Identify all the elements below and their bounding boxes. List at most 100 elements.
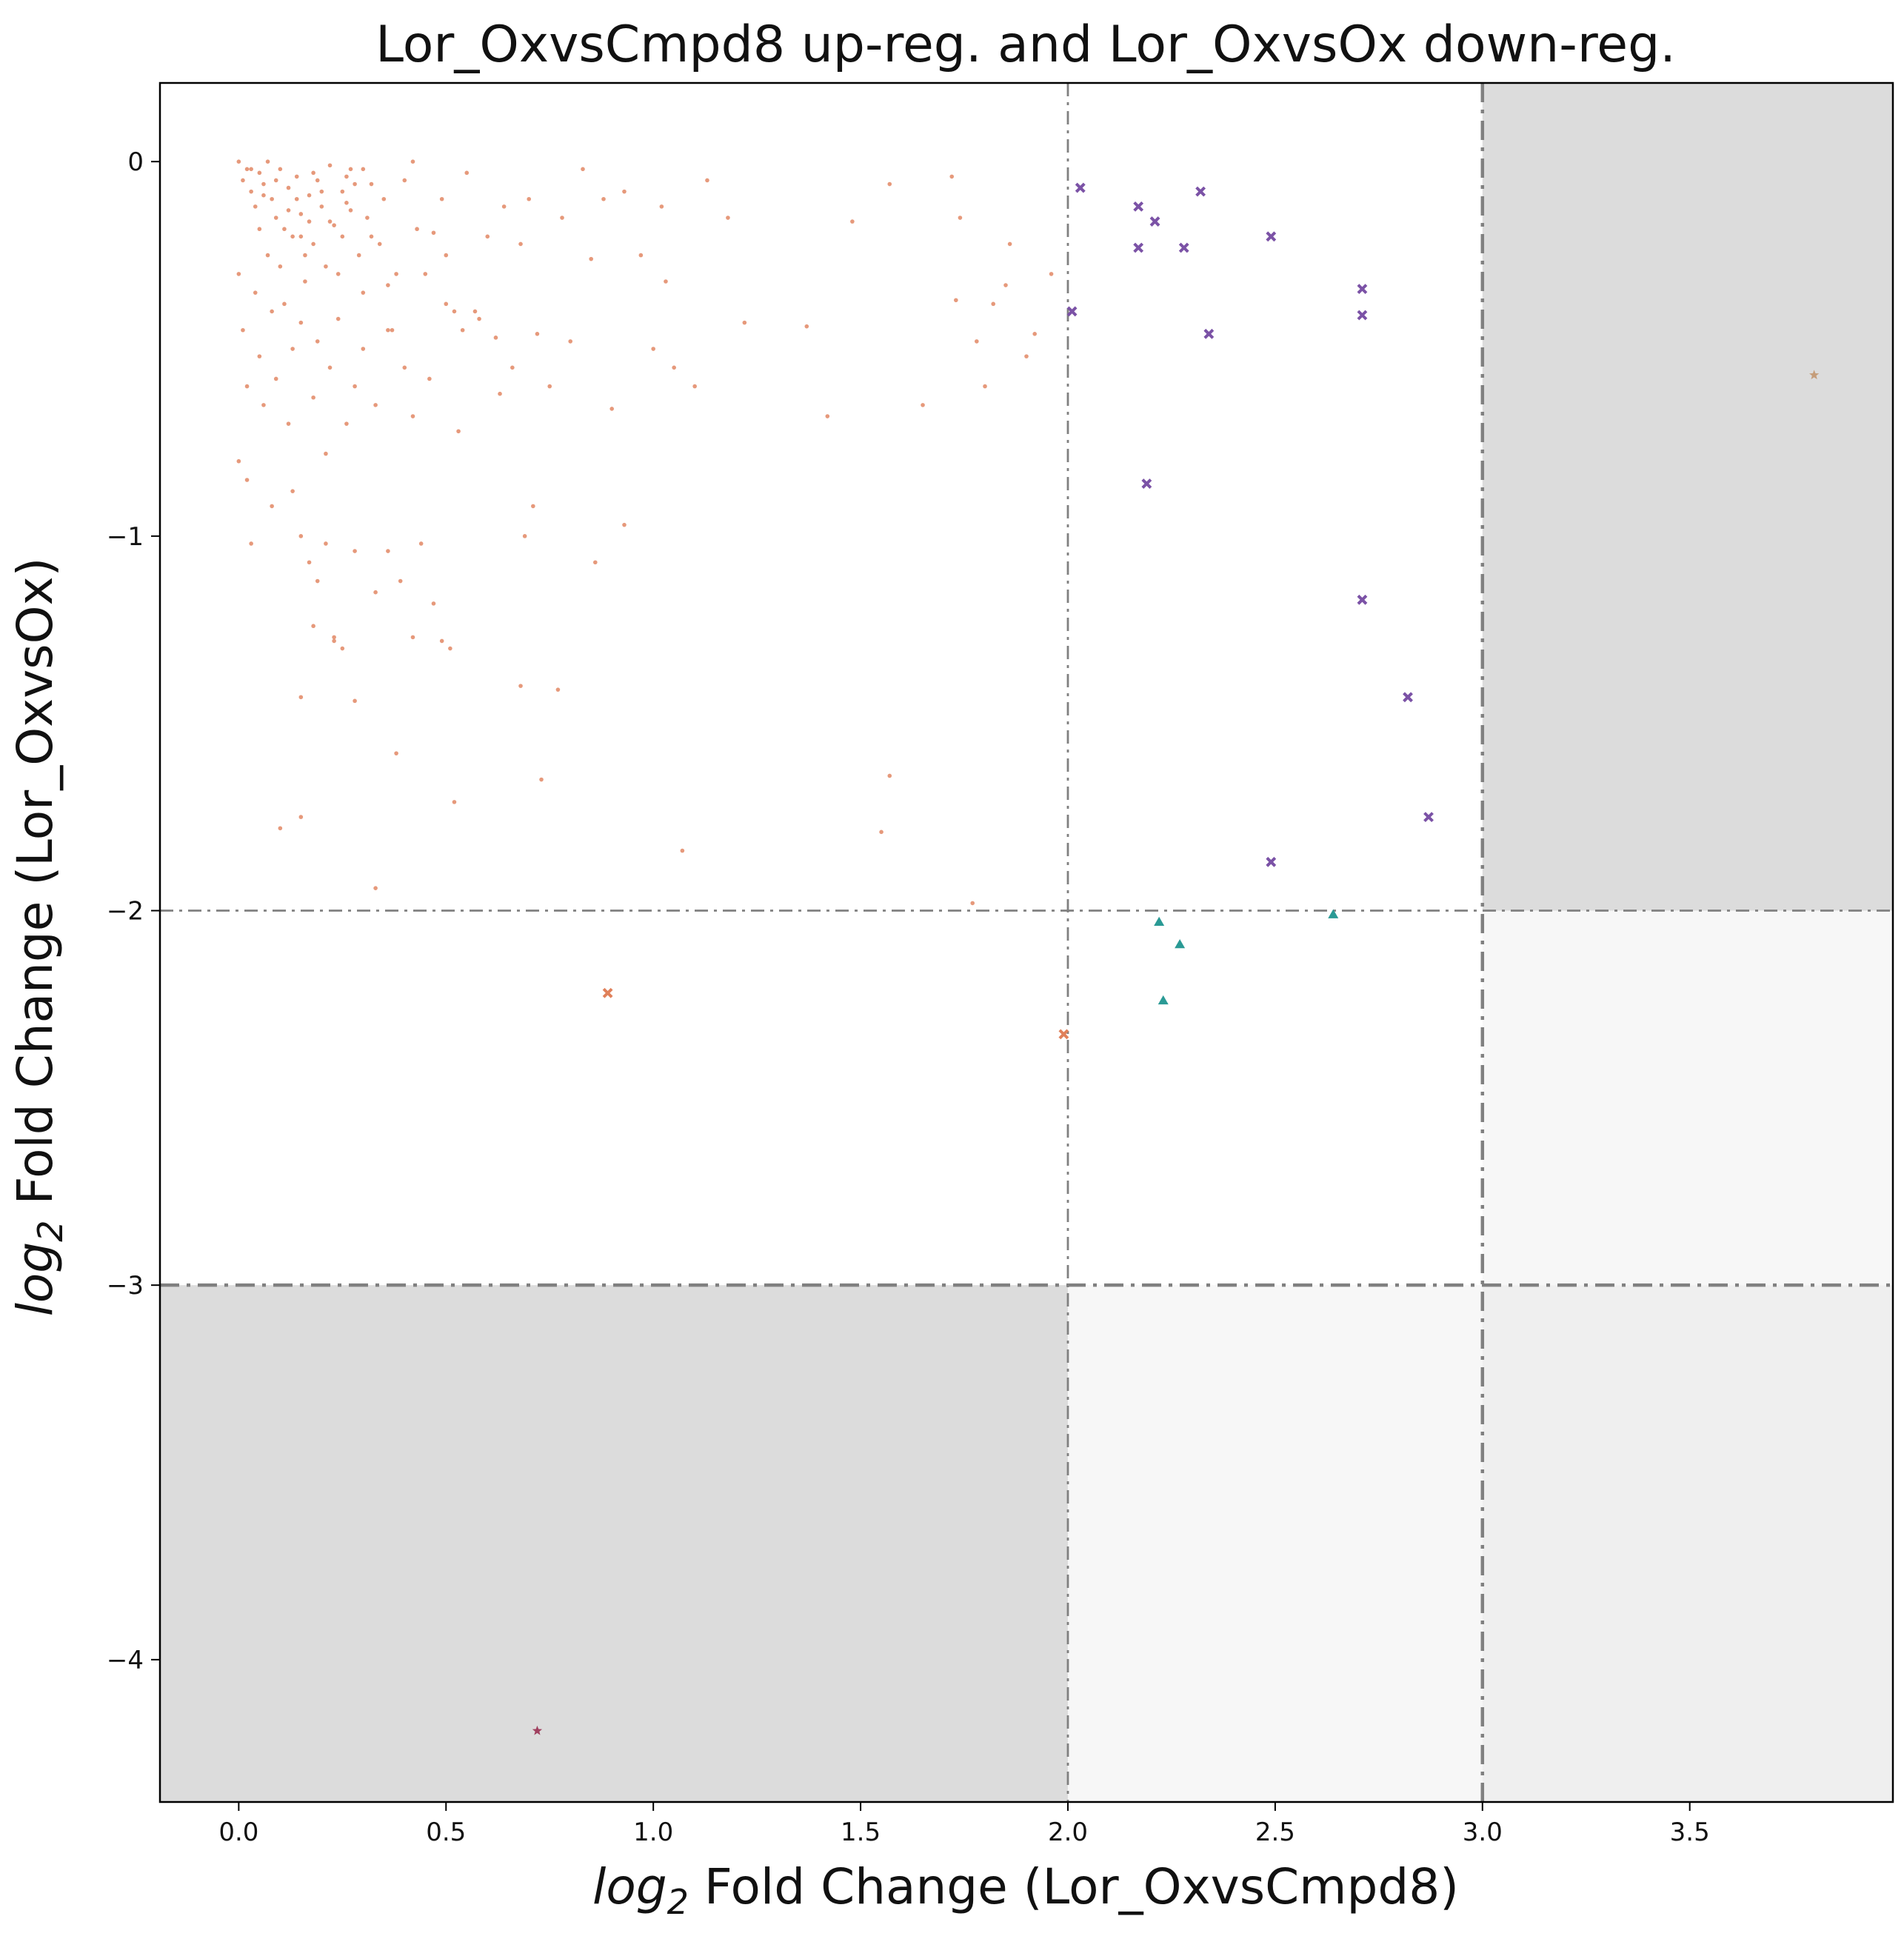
data-point-triangle	[1175, 939, 1186, 949]
data-point-x	[1075, 182, 1086, 193]
data-point-dot	[249, 167, 253, 172]
data-point-dot	[294, 196, 299, 201]
data-point-dot	[485, 234, 490, 239]
data-point-dot	[705, 178, 709, 183]
data-point-dot	[672, 365, 676, 370]
data-point-dot	[975, 339, 979, 344]
data-point-dot	[958, 216, 963, 220]
data-point-dot	[472, 309, 478, 314]
data-point-star	[532, 1725, 543, 1735]
data-point-dot	[290, 489, 295, 493]
data-point-dot	[319, 204, 324, 209]
data-point-dot	[1024, 354, 1029, 358]
x-tick-label: 0.5	[426, 1818, 466, 1847]
data-point-dot	[311, 241, 315, 247]
data-point-dot	[1049, 272, 1054, 276]
data-point-dot	[278, 264, 283, 269]
data-point-x	[1149, 216, 1160, 227]
data-point-dot	[1003, 283, 1008, 287]
shaded-region	[1482, 83, 1893, 911]
data-point-dot	[970, 901, 975, 906]
data-point-dot	[622, 522, 627, 527]
data-point-x	[1141, 478, 1152, 489]
data-point-dot	[386, 327, 390, 333]
y-tick-label: 0	[127, 147, 144, 177]
data-point-dot	[298, 212, 304, 216]
data-point-dot	[804, 324, 809, 329]
data-point-dot	[398, 578, 403, 584]
data-point-dot	[236, 272, 241, 276]
data-point-dot	[394, 751, 398, 755]
data-point-dot	[518, 241, 523, 247]
y-tick-label: −2	[107, 897, 144, 927]
data-point-dot	[726, 216, 730, 220]
data-point-x	[1133, 201, 1144, 212]
data-point-x	[1203, 328, 1215, 339]
threshold-lines	[160, 83, 1893, 1802]
data-point-dot	[282, 301, 287, 307]
data-point-dot	[340, 234, 345, 239]
data-point-dot	[381, 196, 387, 201]
data-point-dot	[332, 635, 336, 640]
data-point-dot	[324, 451, 328, 456]
data-point-dot	[921, 403, 925, 407]
data-point-dot	[498, 391, 502, 396]
data-point-dot	[261, 403, 266, 407]
data-point-dot	[361, 347, 366, 351]
data-point-dot	[244, 167, 250, 172]
x-tick-label: 0.0	[218, 1818, 258, 1847]
data-points	[236, 159, 1820, 1735]
data-point-dot	[423, 272, 428, 276]
data-point-dot	[253, 290, 258, 295]
data-point-dot	[622, 189, 627, 194]
data-point-dot	[609, 407, 614, 411]
data-point-dot	[555, 687, 561, 692]
data-point-dot	[373, 403, 378, 407]
x-axis-label: log2 Fold Change (Lor_OxvsCmpd8)	[592, 1858, 1459, 1922]
data-point-dot	[568, 339, 573, 344]
data-point-dot	[431, 601, 436, 606]
data-point-dot	[638, 253, 644, 258]
data-point-dot	[270, 309, 274, 314]
data-point-dot	[307, 560, 312, 565]
data-point-dot	[257, 354, 262, 358]
data-point-x	[1066, 306, 1078, 317]
data-point-dot	[592, 560, 598, 565]
data-point-x	[1266, 231, 1277, 242]
data-point-dot	[257, 170, 262, 176]
x-tick-label: 2.0	[1048, 1818, 1088, 1847]
x-axis-ticks: 0.0 0.5 1.0 1.5 2.0 2.5 3.0 3.5	[218, 1802, 1710, 1847]
data-point-dot	[353, 384, 357, 389]
data-point-dot	[236, 458, 241, 464]
data-point-dot	[286, 421, 291, 426]
data-point-dot	[261, 193, 266, 198]
data-point-dot	[249, 541, 253, 546]
data-point-dot	[439, 196, 444, 201]
data-point-dot	[327, 219, 333, 224]
data-point-dot	[315, 339, 320, 344]
data-point-dot	[311, 624, 315, 629]
data-point-dot	[303, 253, 307, 258]
data-point-dot	[659, 204, 664, 209]
x-tick-label: 3.0	[1463, 1818, 1503, 1847]
data-point-dot	[340, 646, 345, 651]
y-tick-label: −3	[107, 1271, 144, 1301]
data-point-dot	[241, 327, 245, 333]
data-point-dot	[303, 279, 307, 284]
data-point-dot	[410, 635, 415, 640]
y-tick-label: −1	[107, 522, 144, 552]
data-point-dot	[460, 327, 465, 333]
data-point-dot	[319, 189, 324, 194]
data-point-dot	[253, 204, 258, 209]
data-point-dot	[244, 384, 250, 389]
data-point-x	[1178, 242, 1189, 253]
data-point-dot	[327, 365, 333, 370]
data-point-dot	[278, 826, 283, 831]
data-point-dot	[286, 208, 291, 213]
data-point-dot	[477, 316, 481, 321]
data-point-triangle	[1154, 916, 1165, 926]
data-point-dot	[353, 549, 357, 553]
data-point-dot	[353, 181, 357, 187]
data-point-dot	[410, 414, 415, 418]
data-point-dot	[949, 174, 955, 179]
